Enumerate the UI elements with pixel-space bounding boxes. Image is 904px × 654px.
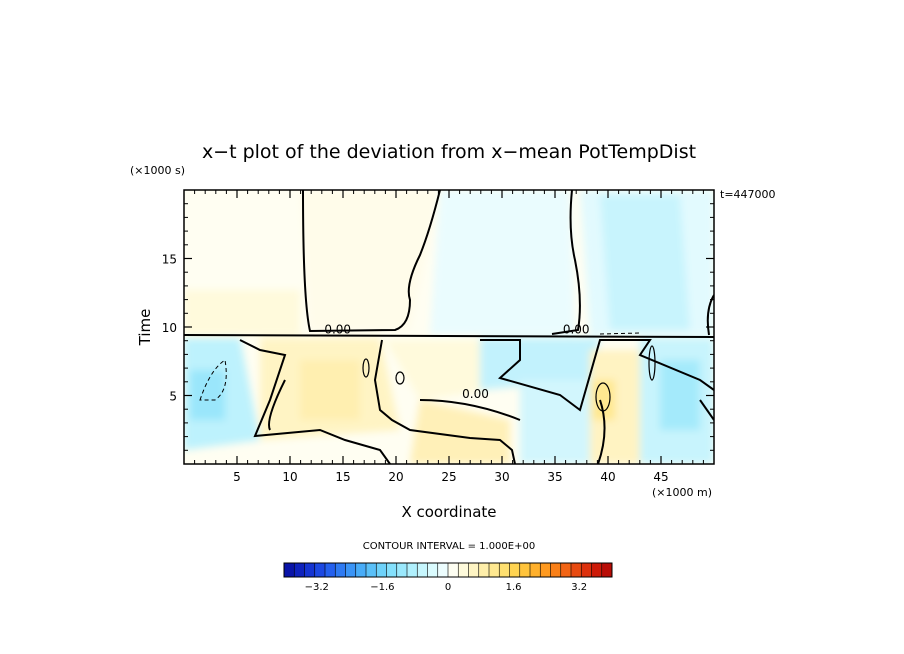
contour-label: 0.00 xyxy=(563,323,590,337)
colorbar-swatch xyxy=(294,563,305,577)
colorbar-swatch xyxy=(581,563,592,577)
y-axis-label: Time xyxy=(136,309,154,347)
y-tick-label: 10 xyxy=(162,321,177,335)
colorbar-swatch xyxy=(284,563,295,577)
colorbar-swatch xyxy=(560,563,572,577)
y-tick-label: 5 xyxy=(169,390,177,404)
colorbar xyxy=(283,562,613,578)
x-axis-label: X coordinate xyxy=(401,503,496,521)
colorbar-swatch xyxy=(519,563,531,577)
colorbar-frame xyxy=(283,562,613,578)
x-tick-label: 25 xyxy=(441,470,456,484)
colorbar-swatch xyxy=(376,563,387,577)
y-tick-label: 15 xyxy=(162,253,177,267)
colorbar-tick-label: −1.6 xyxy=(370,582,394,593)
colorbar-swatch xyxy=(591,563,603,577)
colorbar-tick-label: 3.2 xyxy=(571,582,587,593)
colorbar-swatch xyxy=(345,563,357,577)
colorbar-swatch xyxy=(540,563,551,577)
colorbar-swatch xyxy=(427,563,439,577)
contour-label: 0.00 xyxy=(324,323,351,337)
colorbar-swatch xyxy=(509,563,521,577)
colorbar-ticks: −3.2 −1.6 0 1.6 3.2 xyxy=(305,582,588,593)
colorbar-tick-label: −3.2 xyxy=(305,582,329,593)
colorbar-swatch xyxy=(478,563,490,577)
colorbar-swatch xyxy=(468,563,480,577)
colorbar-swatch xyxy=(601,563,613,577)
colorbar-swatch xyxy=(530,563,541,577)
colorbar-swatch xyxy=(386,563,398,577)
colorbar-swatch xyxy=(314,563,326,577)
chart-title: x−t plot of the deviation from x−mean Po… xyxy=(202,141,696,163)
time-stamp: t=447000 xyxy=(720,188,776,201)
x-unit-label: (×1000 m) xyxy=(652,486,712,499)
colorbar-swatch xyxy=(437,563,449,577)
x-tick-label: 20 xyxy=(388,470,403,484)
colorbar-swatch xyxy=(499,563,510,577)
colorbar-swatch xyxy=(335,563,346,577)
colorbar-tick-label: 0 xyxy=(445,582,451,593)
colorbar-swatch xyxy=(550,563,562,577)
x-tick-label: 5 xyxy=(233,470,241,484)
contour-interval-text: CONTOUR INTERVAL = 1.000E+00 xyxy=(363,541,535,552)
colorbar-swatch xyxy=(417,563,428,577)
x-tick-label: 30 xyxy=(494,470,509,484)
contour-label-group: 0.00 0.00 0.00 xyxy=(324,323,589,401)
colorbar-swatch xyxy=(304,563,316,577)
x-tick-label: 35 xyxy=(547,470,562,484)
colorbar-swatch xyxy=(489,563,500,577)
colorbar-swatch xyxy=(448,563,459,577)
colorbar-swatch xyxy=(396,563,408,577)
x-tick-label: 15 xyxy=(335,470,350,484)
x-tick-label: 10 xyxy=(282,470,297,484)
contour-label: 0.00 xyxy=(462,387,489,401)
colorbar-swatch xyxy=(355,563,367,577)
y-unit-label: (×1000 s) xyxy=(130,164,185,177)
x-tick-label: 45 xyxy=(653,470,668,484)
colorbar-tick-label: 1.6 xyxy=(506,582,522,593)
colorbar-swatch xyxy=(366,563,377,577)
x-tick-label: 40 xyxy=(600,470,615,484)
y-axis: 5 10 15 xyxy=(162,203,714,451)
colorbar-swatch xyxy=(458,563,469,577)
colorbar-swatch xyxy=(407,563,418,577)
x-axis: 5 10 15 20 25 30 35 40 45 xyxy=(194,190,704,484)
colorbar-swatch xyxy=(325,563,336,577)
plot-area xyxy=(184,190,714,464)
colorbar-swatch xyxy=(571,563,582,577)
